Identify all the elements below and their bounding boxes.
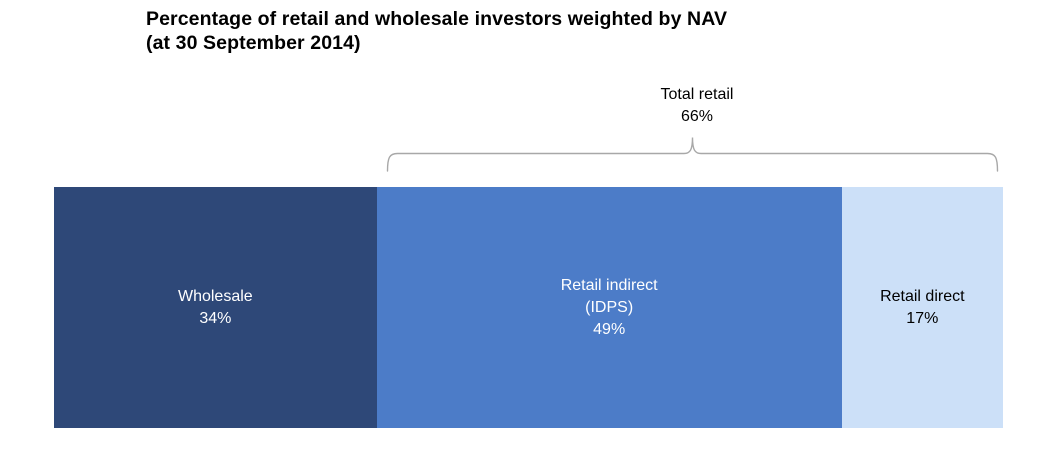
segment-wholesale-label: Wholesale bbox=[177, 287, 253, 305]
segment-retail-indirect: Retail indirect (IDPS) 49% bbox=[376, 187, 842, 428]
chart-title: Percentage of retail and wholesale inves… bbox=[146, 8, 906, 55]
chart-title-line1: Percentage of retail and wholesale inves… bbox=[146, 8, 728, 30]
total-retail-label: Total retail bbox=[660, 86, 734, 103]
total-retail-annotation: Total retail 66% bbox=[547, 84, 847, 128]
total-retail-value: 66% bbox=[680, 108, 714, 125]
chart-title-line2: (at 30 September 2014) bbox=[146, 31, 361, 54]
segment-retail-direct-value: 17% bbox=[906, 309, 939, 327]
segment-retail-indirect-label: Retail indirect bbox=[560, 276, 658, 294]
stacked-bar: Wholesale 34% Retail indirect (IDPS) 49%… bbox=[54, 187, 1003, 428]
segment-retail-indirect-sublabel: (IDPS) bbox=[585, 298, 634, 316]
segment-wholesale-value: 34% bbox=[199, 309, 232, 327]
segment-retail-direct-label: Retail direct bbox=[880, 287, 965, 305]
segment-wholesale: Wholesale 34% bbox=[54, 187, 377, 428]
segment-retail-indirect-value: 49% bbox=[593, 320, 626, 338]
segment-retail-direct: Retail direct 17% bbox=[841, 187, 1003, 428]
